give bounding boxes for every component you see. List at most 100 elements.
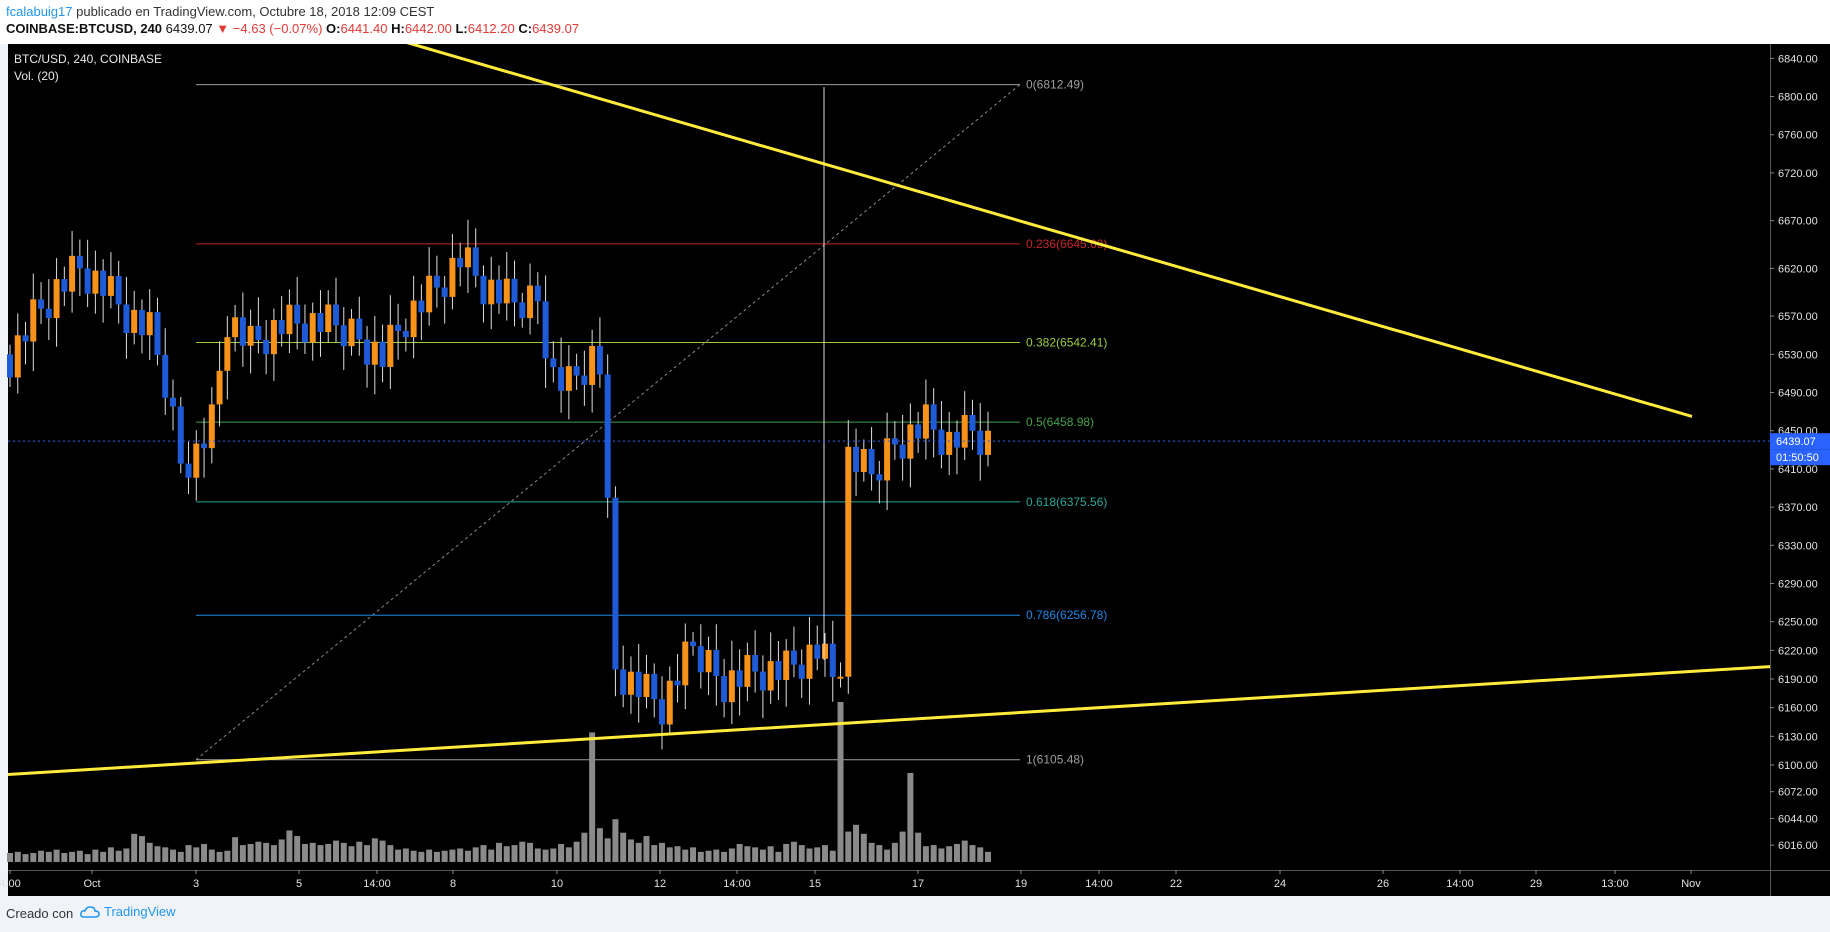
- candle[interactable]: [177, 396, 184, 474]
- candle[interactable]: [30, 273, 37, 372]
- candle[interactable]: [7, 344, 13, 388]
- candle[interactable]: [255, 297, 262, 354]
- candle[interactable]: [14, 313, 21, 394]
- candle[interactable]: [558, 337, 565, 413]
- candle[interactable]: [860, 439, 867, 482]
- candle[interactable]: [270, 308, 277, 381]
- candle[interactable]: [364, 326, 371, 388]
- candle[interactable]: [286, 289, 293, 354]
- candle[interactable]: [263, 319, 270, 375]
- candle[interactable]: [798, 649, 805, 698]
- candle[interactable]: [100, 259, 107, 323]
- candle[interactable]: [589, 329, 596, 413]
- candle[interactable]: [946, 411, 953, 475]
- candle[interactable]: [379, 324, 386, 383]
- candle[interactable]: [488, 256, 495, 330]
- candle[interactable]: [627, 656, 634, 714]
- candle[interactable]: [985, 411, 991, 467]
- price-chart[interactable]: 6840.00 6800.00 6760.00 6720.00 6670.00 6620.…: [0, 44, 1830, 896]
- candle[interactable]: [480, 265, 487, 323]
- candle[interactable]: [503, 251, 510, 321]
- candle[interactable]: [426, 247, 433, 326]
- candle[interactable]: [922, 379, 929, 460]
- author-link[interactable]: fcalabuig17: [6, 4, 73, 19]
- candle[interactable]: [643, 654, 650, 709]
- candle[interactable]: [884, 412, 891, 511]
- candle[interactable]: [356, 296, 363, 356]
- candle[interactable]: [915, 412, 922, 453]
- candle[interactable]: [395, 303, 402, 360]
- candle[interactable]: [201, 417, 208, 478]
- candle[interactable]: [387, 295, 394, 389]
- candle[interactable]: [309, 302, 316, 361]
- candle[interactable]: [822, 633, 828, 677]
- candle[interactable]: [317, 290, 324, 357]
- candle[interactable]: [294, 276, 301, 350]
- candle[interactable]: [216, 341, 223, 427]
- candle[interactable]: [868, 427, 875, 491]
- legend-indicator[interactable]: Vol. (20): [14, 69, 59, 83]
- candle[interactable]: [581, 350, 588, 406]
- candle[interactable]: [759, 655, 766, 719]
- candle[interactable]: [961, 391, 968, 461]
- candle[interactable]: [224, 316, 231, 400]
- candle[interactable]: [519, 292, 526, 328]
- candle[interactable]: [783, 639, 790, 707]
- candle[interactable]: [953, 420, 960, 475]
- candle[interactable]: [333, 277, 339, 343]
- candle[interactable]: [814, 625, 821, 671]
- candle[interactable]: [123, 276, 130, 359]
- candle[interactable]: [193, 430, 200, 501]
- candle[interactable]: [457, 242, 464, 287]
- candle[interactable]: [930, 388, 937, 458]
- candle[interactable]: [325, 290, 332, 343]
- candle[interactable]: [612, 486, 619, 697]
- candle[interactable]: [449, 234, 456, 310]
- candle[interactable]: [527, 263, 534, 335]
- candle[interactable]: [76, 239, 83, 297]
- candle[interactable]: [239, 292, 246, 367]
- ascending-trendline[interactable]: [7, 665, 1771, 777]
- candle[interactable]: [247, 309, 254, 374]
- candle[interactable]: [635, 644, 642, 723]
- candle[interactable]: [899, 414, 906, 481]
- candle[interactable]: [61, 266, 68, 306]
- candle[interactable]: [185, 441, 192, 494]
- candle[interactable]: [682, 623, 689, 710]
- candle[interactable]: [542, 275, 549, 388]
- candle[interactable]: [837, 662, 844, 688]
- candle[interactable]: [977, 403, 984, 481]
- candle[interactable]: [232, 304, 239, 352]
- candle[interactable]: [674, 653, 681, 703]
- candle[interactable]: [115, 260, 122, 324]
- candle[interactable]: [84, 239, 91, 308]
- candle[interactable]: [853, 428, 860, 496]
- tradingview-link[interactable]: TradingView: [80, 904, 176, 919]
- candle[interactable]: [511, 260, 518, 327]
- candle[interactable]: [938, 401, 945, 469]
- candle[interactable]: [713, 624, 720, 706]
- candle[interactable]: [53, 258, 60, 347]
- candle[interactable]: [969, 399, 976, 450]
- candle[interactable]: [162, 328, 169, 415]
- candle[interactable]: [131, 290, 138, 345]
- candle[interactable]: [301, 304, 308, 354]
- candle[interactable]: [876, 460, 883, 504]
- candle[interactable]: [496, 265, 502, 314]
- candle[interactable]: [138, 299, 145, 354]
- candle[interactable]: [573, 353, 580, 390]
- candle[interactable]: [705, 636, 712, 696]
- candle[interactable]: [604, 354, 611, 518]
- candle[interactable]: [752, 630, 759, 693]
- candle[interactable]: [154, 297, 161, 366]
- candle[interactable]: [721, 658, 728, 718]
- candle[interactable]: [596, 317, 603, 388]
- candle[interactable]: [790, 626, 797, 678]
- candle[interactable]: [146, 289, 153, 361]
- descending-trendline[interactable]: [405, 44, 1693, 418]
- candle[interactable]: [441, 276, 448, 324]
- candle[interactable]: [45, 279, 52, 341]
- candle[interactable]: [340, 307, 347, 371]
- candle[interactable]: [472, 228, 479, 288]
- candle[interactable]: [92, 250, 99, 314]
